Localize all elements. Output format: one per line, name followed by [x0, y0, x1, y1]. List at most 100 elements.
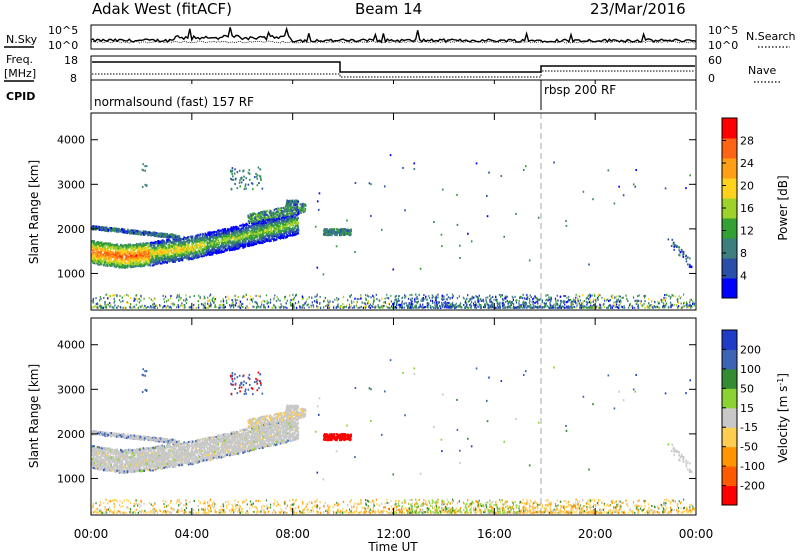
power-cell [226, 232, 229, 235]
power-cell [218, 246, 221, 249]
power-cell [137, 248, 140, 251]
power-cell [209, 233, 211, 236]
power-cell [168, 250, 171, 253]
power-cell [150, 247, 153, 250]
power-cell [196, 237, 198, 240]
power-cell [272, 232, 275, 235]
power-cell [212, 235, 215, 238]
power-cell [201, 248, 203, 251]
power-cell [143, 253, 145, 256]
power-cell [160, 244, 162, 247]
power-cell [144, 263, 147, 266]
power-cell [117, 228, 119, 231]
power-cell [91, 253, 94, 256]
power-cell [253, 229, 256, 232]
power-cell [183, 236, 185, 239]
power-cell [196, 240, 198, 243]
power-cell [201, 255, 204, 258]
power-cell [152, 260, 155, 263]
power-cell [122, 245, 125, 248]
power-cell [144, 250, 147, 253]
power-cell [213, 230, 216, 233]
power-cell [170, 255, 172, 258]
power-cell [189, 257, 192, 260]
power-cell [221, 242, 223, 245]
power-cell [293, 232, 295, 235]
power-cell [248, 231, 251, 234]
power-cell [288, 234, 291, 237]
power-cell [102, 250, 105, 253]
power-cell [126, 265, 129, 268]
power-cell [154, 247, 157, 250]
power-cell [120, 230, 123, 233]
power-cell [120, 265, 122, 268]
power-cell [166, 238, 168, 241]
power-cell [217, 246, 219, 249]
power-cell [187, 248, 189, 251]
radar-title: Adak West (fitACF) [92, 0, 232, 18]
noise-right-tick-bottom: 10^0 [708, 39, 738, 52]
power-cell [152, 257, 154, 260]
power-cell [182, 238, 185, 241]
power-cell [251, 231, 254, 234]
power-cell [122, 264, 124, 267]
power-cell [132, 263, 134, 266]
power-cell [187, 238, 190, 241]
power-cell [151, 233, 154, 236]
power-cell [178, 235, 181, 238]
power-cell [127, 245, 130, 248]
power-cell [254, 223, 257, 226]
exp1-label: normalsound (fast) 157 RF [94, 95, 254, 109]
power-cell [260, 223, 262, 226]
power-cell [160, 244, 163, 247]
power-cell [120, 260, 122, 263]
power-cell [274, 233, 277, 236]
power-cell [197, 240, 200, 243]
power-cell [97, 243, 100, 246]
power-cell [100, 248, 103, 251]
power-cell [239, 246, 241, 249]
power-cell [203, 238, 206, 241]
power-cell [99, 244, 101, 247]
power-cell [235, 245, 237, 248]
power-cell [138, 243, 141, 246]
power-cell [281, 229, 284, 232]
power-cell [117, 230, 120, 233]
power-cell [258, 229, 261, 232]
power-cell [149, 250, 152, 253]
noise-left-tick-bottom: 10^0 [48, 39, 78, 52]
power-cell [228, 241, 230, 244]
exp2-label: rbsp 200 RF [544, 83, 616, 97]
power-cell [273, 209, 276, 212]
power-cell [183, 240, 185, 243]
power-cell [213, 233, 215, 236]
power-cell [275, 231, 278, 234]
power-cell [268, 238, 271, 241]
power-cell [149, 259, 152, 262]
power-cell [259, 219, 262, 222]
power-cell [253, 239, 255, 242]
power-cell [240, 229, 242, 232]
power-cell [107, 228, 110, 231]
power-cell [92, 262, 95, 265]
power-cell [130, 251, 132, 254]
power-cell [294, 233, 297, 236]
power-cell [197, 244, 200, 247]
power-cell [110, 259, 112, 262]
power-cell [264, 214, 266, 217]
power-cell [127, 258, 129, 261]
power-cell [112, 250, 114, 253]
power-cell [115, 227, 117, 230]
power-cell [98, 263, 101, 266]
power-cell [186, 244, 189, 247]
power-cell [148, 251, 150, 254]
power-cell [112, 255, 114, 258]
power-cell [133, 249, 135, 252]
power-cell [140, 243, 143, 246]
power-cell [295, 231, 298, 234]
power-cell [120, 250, 122, 253]
power-cell [245, 240, 247, 243]
power-cell [217, 248, 219, 251]
power-cell [297, 221, 300, 224]
power-cell [145, 257, 148, 260]
